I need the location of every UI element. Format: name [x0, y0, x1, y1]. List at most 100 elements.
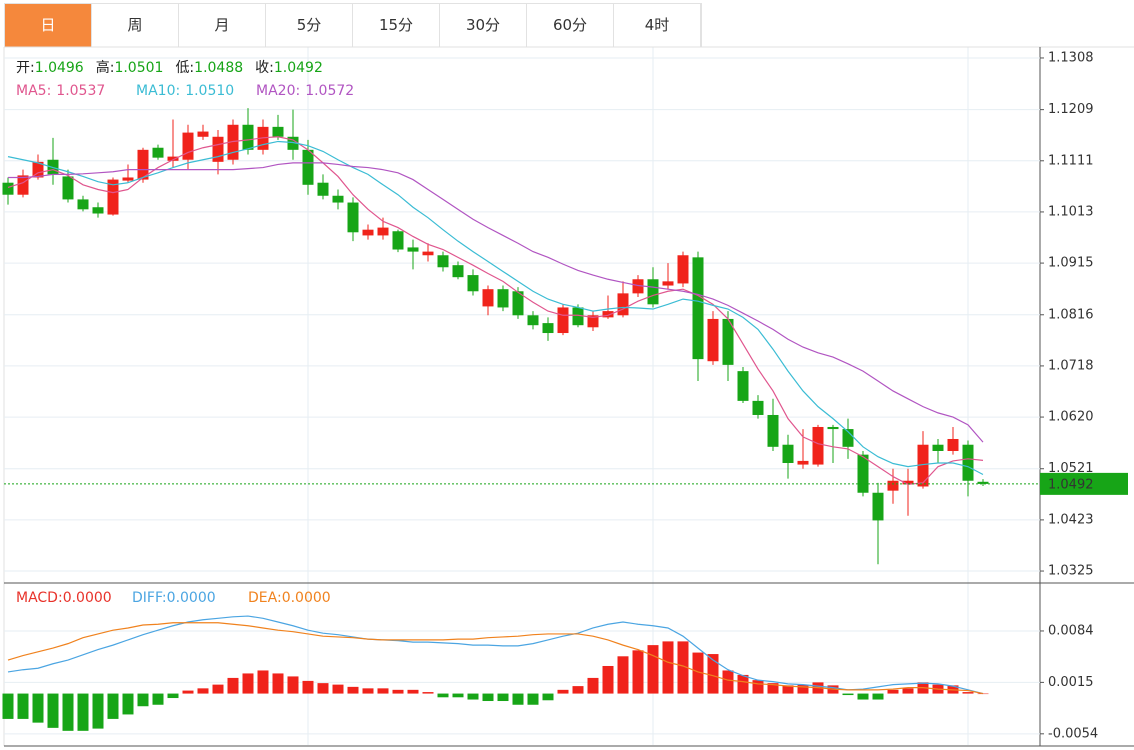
ohlc-legend: 开:1.0496 高:1.0501 低:1.0488 收:1.0492 — [16, 59, 323, 76]
candle-body — [752, 400, 764, 415]
candle-body — [77, 199, 89, 210]
legend-name: MA20: — [256, 83, 300, 99]
ohlc-label: 高: — [96, 59, 115, 76]
macd-bar — [557, 689, 569, 694]
macd-bar — [632, 650, 644, 694]
y-tick-label: 1.0423 — [1048, 512, 1094, 527]
macd-bar — [902, 688, 914, 694]
macd-bar — [572, 686, 584, 694]
candle-body — [707, 318, 719, 362]
ohlc-value: 1.0496 — [35, 60, 84, 76]
y-tick-label: -0.0054 — [1048, 726, 1098, 741]
macd-bar — [482, 693, 494, 702]
plot-background — [4, 47, 1040, 746]
candle-body — [287, 136, 299, 150]
macd-bar — [527, 693, 539, 705]
macd-bar — [197, 688, 209, 694]
candle-body — [542, 323, 554, 334]
macd-legend: MACD:0.0000 — [16, 590, 112, 606]
candle-body — [347, 202, 359, 233]
candle-body — [902, 480, 914, 485]
macd-bar — [377, 688, 389, 694]
macd-line — [7, 622, 984, 695]
macd-bar — [137, 693, 149, 707]
y-tick-label: 1.1111 — [1048, 153, 1094, 168]
period-tab[interactable]: 月 — [179, 4, 266, 47]
candle-body — [917, 444, 929, 487]
period-tab[interactable]: 60分 — [527, 4, 614, 47]
candle-body — [17, 175, 29, 195]
candle-body — [122, 177, 134, 181]
candle-body — [737, 371, 749, 401]
macd-line — [7, 615, 984, 695]
macd-bar — [587, 677, 599, 694]
y-tick-label: 1.0915 — [1048, 256, 1094, 271]
candle-body — [452, 265, 464, 278]
period-tab[interactable]: 周 — [92, 4, 179, 47]
legend-value: 1.0572 — [305, 83, 354, 99]
candle-body — [842, 429, 854, 447]
candle-body — [617, 293, 629, 316]
candle-body — [797, 460, 809, 465]
ohlc-label: 低: — [175, 60, 194, 76]
macd-bar — [857, 693, 869, 700]
macd-bar — [617, 656, 629, 694]
y-tick-label: 0.0084 — [1048, 623, 1094, 638]
macd-bar — [182, 690, 194, 694]
candle-body — [62, 176, 74, 200]
period-tab[interactable]: 4时 — [614, 4, 701, 47]
macd-bar — [362, 688, 374, 694]
macd-bar — [167, 693, 179, 699]
candle-body — [167, 156, 179, 161]
macd-bar — [242, 673, 254, 694]
period-tab[interactable]: 30分 — [440, 4, 527, 47]
macd-bar — [752, 680, 764, 694]
y-tick-label: 1.0325 — [1048, 564, 1094, 579]
macd-bar — [602, 665, 614, 694]
macd-bar — [542, 693, 554, 701]
candle-body — [422, 251, 434, 256]
ohlc-value: 1.0492 — [274, 60, 323, 76]
candle-body — [467, 275, 479, 292]
macd-bar — [692, 652, 704, 694]
legend-name: DEA: — [248, 590, 282, 606]
candle-body — [182, 132, 194, 160]
macd-bar — [347, 686, 359, 694]
candle-body — [812, 426, 824, 465]
candle-body — [962, 444, 974, 481]
candle-body — [197, 131, 209, 137]
candle-body — [827, 426, 839, 430]
macd-bar — [407, 689, 419, 694]
ma-legend: MA20: 1.0572 — [256, 83, 354, 99]
ma-line — [8, 162, 984, 443]
y-tick-label: 1.0718 — [1048, 358, 1094, 373]
candle-body — [272, 126, 284, 137]
macd-bar — [887, 689, 899, 694]
macd-bar — [47, 693, 59, 728]
legend-value: 0.0000 — [63, 590, 112, 606]
candle-body — [32, 161, 44, 178]
period-tab[interactable]: 5分 — [266, 4, 353, 47]
candle-body — [677, 255, 689, 284]
ma-legend: MA5: 1.0537 — [16, 83, 105, 99]
macd-bar — [662, 641, 674, 694]
candle-body — [332, 195, 344, 203]
legend-name: MA10: — [136, 83, 180, 99]
macd-bar — [17, 693, 29, 719]
candle-body — [512, 291, 524, 316]
macd-bar — [2, 693, 14, 719]
macd-bar — [782, 685, 794, 694]
y-tick-label: 1.1013 — [1048, 204, 1094, 219]
ma-line — [7, 140, 984, 476]
macd-bar — [797, 684, 809, 694]
macd-bar — [92, 693, 104, 729]
macd-bar — [677, 641, 689, 694]
candle-body — [227, 124, 239, 160]
period-tab[interactable]: 日 — [5, 4, 92, 47]
period-tab[interactable]: 15分 — [353, 4, 440, 47]
legend-name: MA5: — [16, 83, 51, 99]
candle-body — [857, 454, 869, 493]
candle-body — [692, 257, 704, 360]
ohlc-label: 收: — [255, 60, 274, 76]
